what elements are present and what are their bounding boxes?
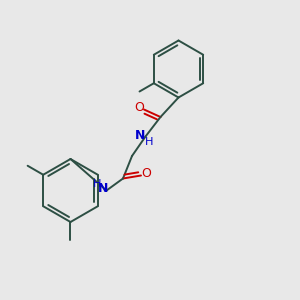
Text: N: N (135, 129, 145, 142)
Text: O: O (135, 101, 144, 115)
Text: N: N (98, 182, 108, 196)
Text: H: H (93, 179, 101, 189)
Text: O: O (142, 167, 151, 180)
Text: H: H (145, 137, 154, 147)
